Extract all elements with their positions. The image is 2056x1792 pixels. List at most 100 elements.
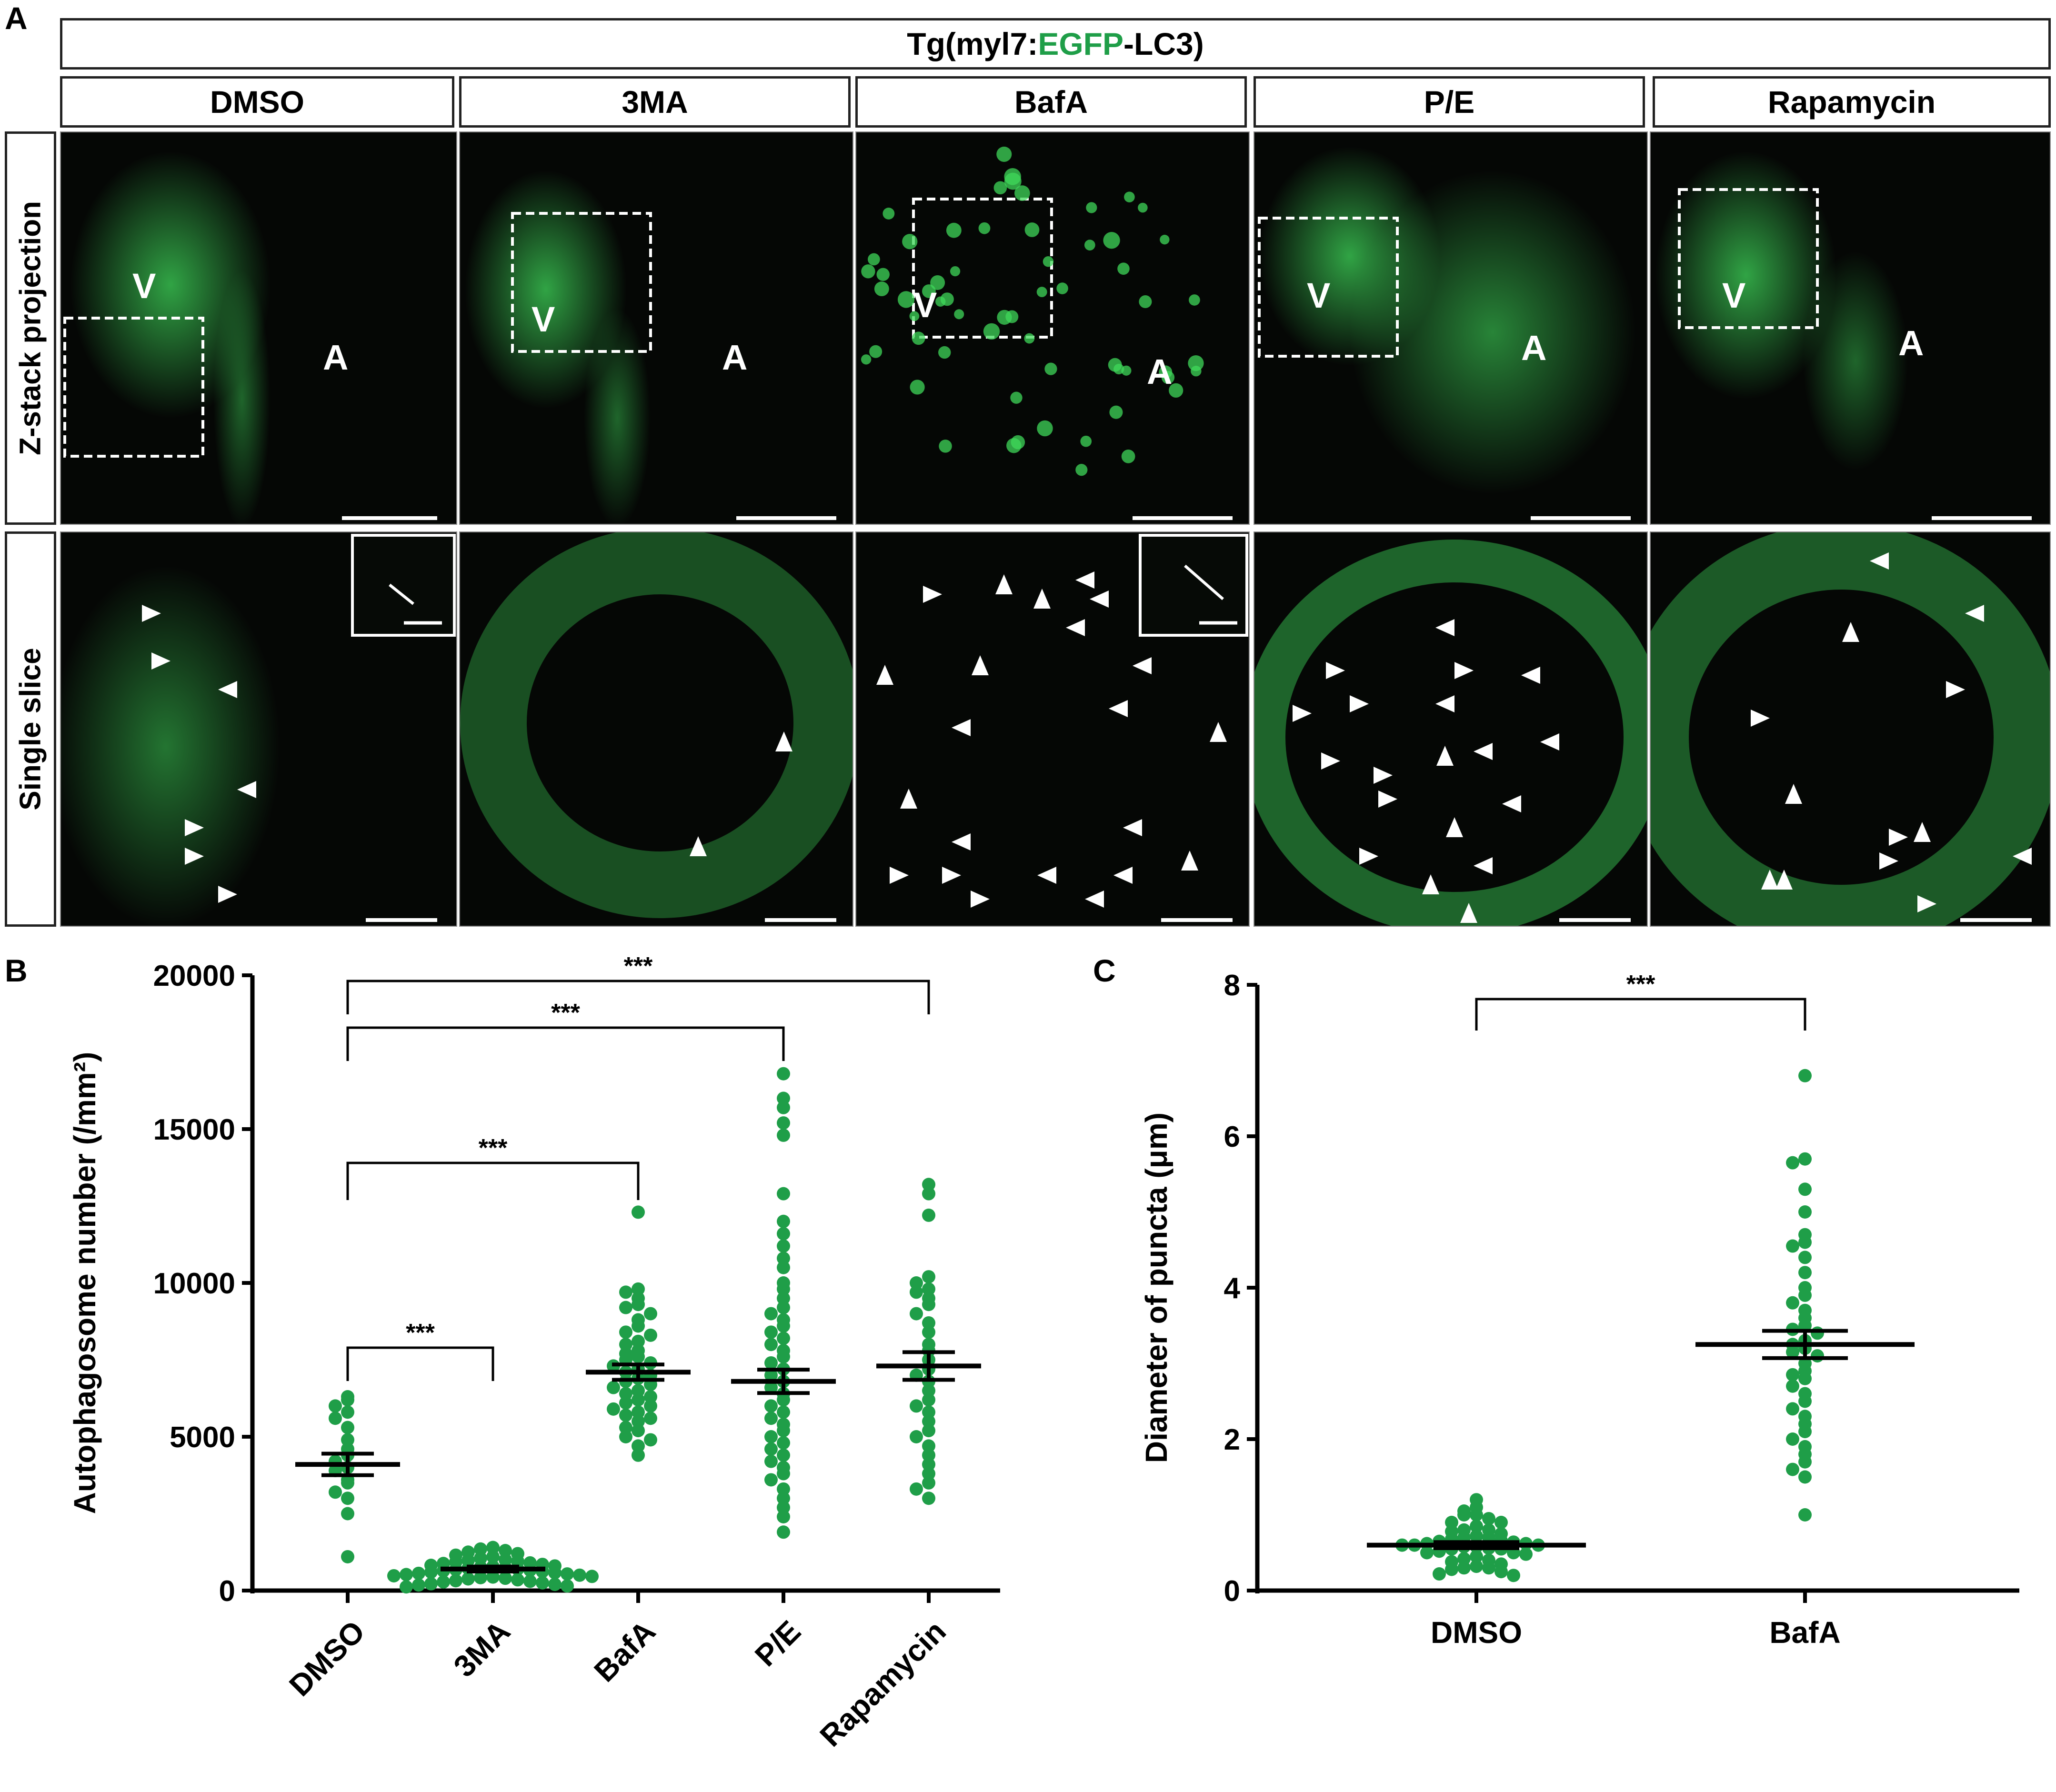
transgene-prefix: Tg(myl7: <box>907 26 1038 61</box>
arrowhead-icon <box>1133 657 1152 674</box>
data-point <box>1445 1562 1458 1576</box>
data-point <box>644 1328 657 1342</box>
data-point <box>764 1381 778 1394</box>
data-point <box>1786 1345 1799 1359</box>
data-point <box>1798 1425 1812 1439</box>
data-point <box>1786 1156 1799 1170</box>
ventricle-label: V <box>132 266 156 306</box>
puncta-dot <box>868 253 880 266</box>
y-tick-label: 0 <box>219 1575 235 1608</box>
data-point <box>1494 1515 1508 1529</box>
data-point <box>1420 1546 1434 1560</box>
data-point <box>341 1492 354 1505</box>
data-point <box>777 1301 790 1314</box>
y-tick-label: 2 <box>1224 1423 1240 1456</box>
data-point <box>777 1393 790 1407</box>
data-point <box>341 1507 354 1521</box>
arrowhead-icon <box>1181 851 1198 871</box>
arrowhead-icon <box>1775 870 1793 890</box>
micrograph-zstack-bafa: V A <box>855 131 1250 525</box>
data-point <box>777 1214 790 1228</box>
data-point <box>561 1579 574 1593</box>
data-point <box>632 1414 645 1428</box>
data-point <box>777 1436 790 1450</box>
data-point <box>764 1412 778 1425</box>
arrowhead-icon <box>1075 571 1094 589</box>
puncta-dot <box>1117 262 1130 275</box>
arrowhead-icon <box>1090 591 1109 608</box>
arrowhead-icon <box>1123 819 1142 836</box>
data-point <box>764 1368 778 1382</box>
data-point <box>1798 1069 1812 1082</box>
data-point <box>619 1408 632 1422</box>
arrowhead-icon <box>1350 695 1369 712</box>
arrowhead-icon <box>218 681 237 698</box>
row-label-single-slice: Single slice <box>5 531 56 927</box>
arrowhead-icon <box>151 652 170 670</box>
puncta-dot <box>993 181 1007 195</box>
arrowhead-icon <box>1033 589 1051 609</box>
data-point <box>499 1572 512 1585</box>
data-point <box>548 1578 562 1592</box>
data-point <box>536 1576 549 1590</box>
data-point <box>632 1350 645 1364</box>
data-point <box>1786 1296 1799 1310</box>
arrowhead-icon <box>1446 817 1463 837</box>
y-tick-label: 6 <box>1224 1121 1240 1153</box>
puncta-dot <box>1084 240 1095 250</box>
data-point <box>1482 1561 1495 1575</box>
atrium-label: A <box>323 338 349 377</box>
x-tick-label: Rapamycin <box>813 1614 953 1753</box>
data-point <box>607 1402 620 1416</box>
panel-a-letter: A <box>5 0 28 36</box>
puncta-dot <box>910 380 925 395</box>
puncta-dot <box>1138 202 1148 213</box>
data-point <box>632 1424 645 1438</box>
puncta-dot <box>1139 295 1152 309</box>
data-point <box>777 1239 790 1253</box>
data-point <box>764 1307 778 1321</box>
arrowhead-icon <box>142 605 161 622</box>
data-point <box>910 1482 923 1496</box>
arrowhead-icon <box>1037 867 1056 884</box>
puncta-dot <box>1024 333 1035 344</box>
data-point <box>922 1393 935 1407</box>
y-tick-label: 20000 <box>153 960 235 992</box>
puncta-dot <box>1161 370 1175 384</box>
arrowhead-icon <box>1435 619 1454 636</box>
data-point <box>632 1405 645 1419</box>
data-point <box>1811 1326 1824 1340</box>
puncta-dot <box>902 234 918 250</box>
data-point <box>474 1542 487 1556</box>
data-point <box>777 1525 790 1539</box>
data-point <box>461 1572 475 1586</box>
row-label-zstack: Z-stack projection <box>5 131 56 525</box>
data-point <box>1786 1379 1799 1393</box>
arrowhead-icon <box>1889 829 1908 846</box>
micrograph-zstack-rapamycin: V A <box>1650 131 2051 525</box>
arrowhead-icon <box>1751 710 1770 727</box>
arrowhead-icon <box>1374 767 1393 784</box>
data-point <box>632 1393 645 1407</box>
puncta-dot <box>1169 383 1183 398</box>
data-point <box>1507 1569 1520 1582</box>
micrograph-slice-bafa <box>855 531 1250 927</box>
data-point <box>1786 1462 1799 1476</box>
arrowhead-icon <box>1965 605 1984 622</box>
data-point <box>910 1307 923 1321</box>
arrowhead-icon <box>942 867 961 884</box>
ventricle-label: V <box>1722 276 1746 315</box>
data-point <box>1494 1565 1508 1579</box>
data-point <box>607 1381 620 1394</box>
puncta-dot <box>946 222 962 238</box>
x-tick-label: 3MA <box>447 1614 516 1683</box>
panel-b-letter: B <box>5 953 28 988</box>
data-point <box>632 1334 645 1348</box>
data-point <box>619 1338 632 1352</box>
data-point <box>341 1405 354 1419</box>
data-point <box>777 1350 790 1364</box>
data-point <box>619 1285 632 1299</box>
data-point <box>1798 1470 1812 1484</box>
data-point <box>922 1492 935 1505</box>
